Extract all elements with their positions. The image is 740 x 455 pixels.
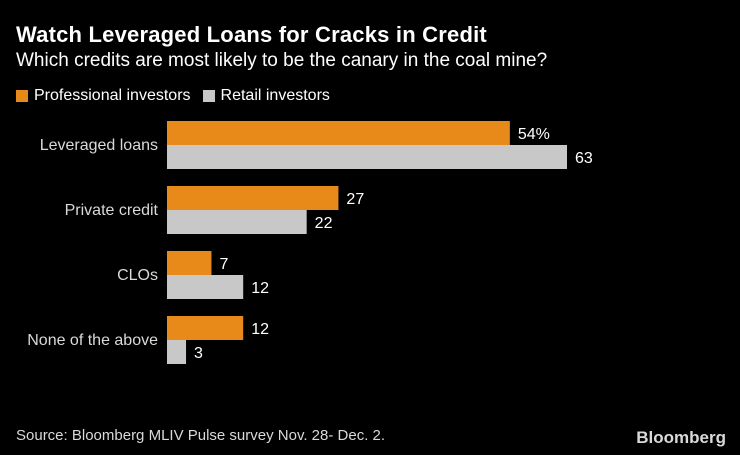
data-label: 27 <box>346 191 364 208</box>
category-label: Leveraged loans <box>40 137 158 154</box>
data-label: 22 <box>315 215 333 232</box>
bar-retail <box>167 210 307 234</box>
chart-title: Watch Leveraged Loans for Cracks in Cred… <box>16 22 487 47</box>
category-label: None of the above <box>27 332 158 349</box>
legend-swatch-retail <box>202 90 215 102</box>
legend: Professional investors Retail investors <box>16 87 342 105</box>
bar-retail <box>167 145 567 169</box>
data-label: 3 <box>194 345 203 362</box>
data-label: 63 <box>575 150 593 167</box>
bar-professional <box>167 121 510 145</box>
category-label: CLOs <box>117 267 158 284</box>
bar-professional <box>167 186 339 210</box>
data-label: 12 <box>251 280 269 297</box>
bar-professional <box>167 316 244 340</box>
source-note: Source: Bloomberg MLIV Pulse survey Nov.… <box>16 427 386 444</box>
bar-retail <box>167 275 244 299</box>
bloomberg-logo: Bloomberg <box>636 428 726 447</box>
category-label: Private credit <box>65 202 159 219</box>
legend-label-retail: Retail investors <box>220 87 330 104</box>
bar-chart: Leveraged loans 54% 63 Private credit 27 22 CL… <box>27 121 593 364</box>
data-label: 7 <box>219 256 228 273</box>
data-label: 12 <box>251 321 269 338</box>
data-label: 54% <box>518 126 550 143</box>
bar-retail <box>167 340 187 364</box>
legend-item-professional: Professional investors <box>16 87 191 105</box>
bar-professional <box>167 251 212 275</box>
chart-subtitle: Which credits are most likely to be the … <box>16 50 548 71</box>
legend-swatch-professional <box>16 90 28 102</box>
legend-item-retail: Retail investors <box>202 87 330 105</box>
legend-label-professional: Professional investors <box>34 87 191 104</box>
